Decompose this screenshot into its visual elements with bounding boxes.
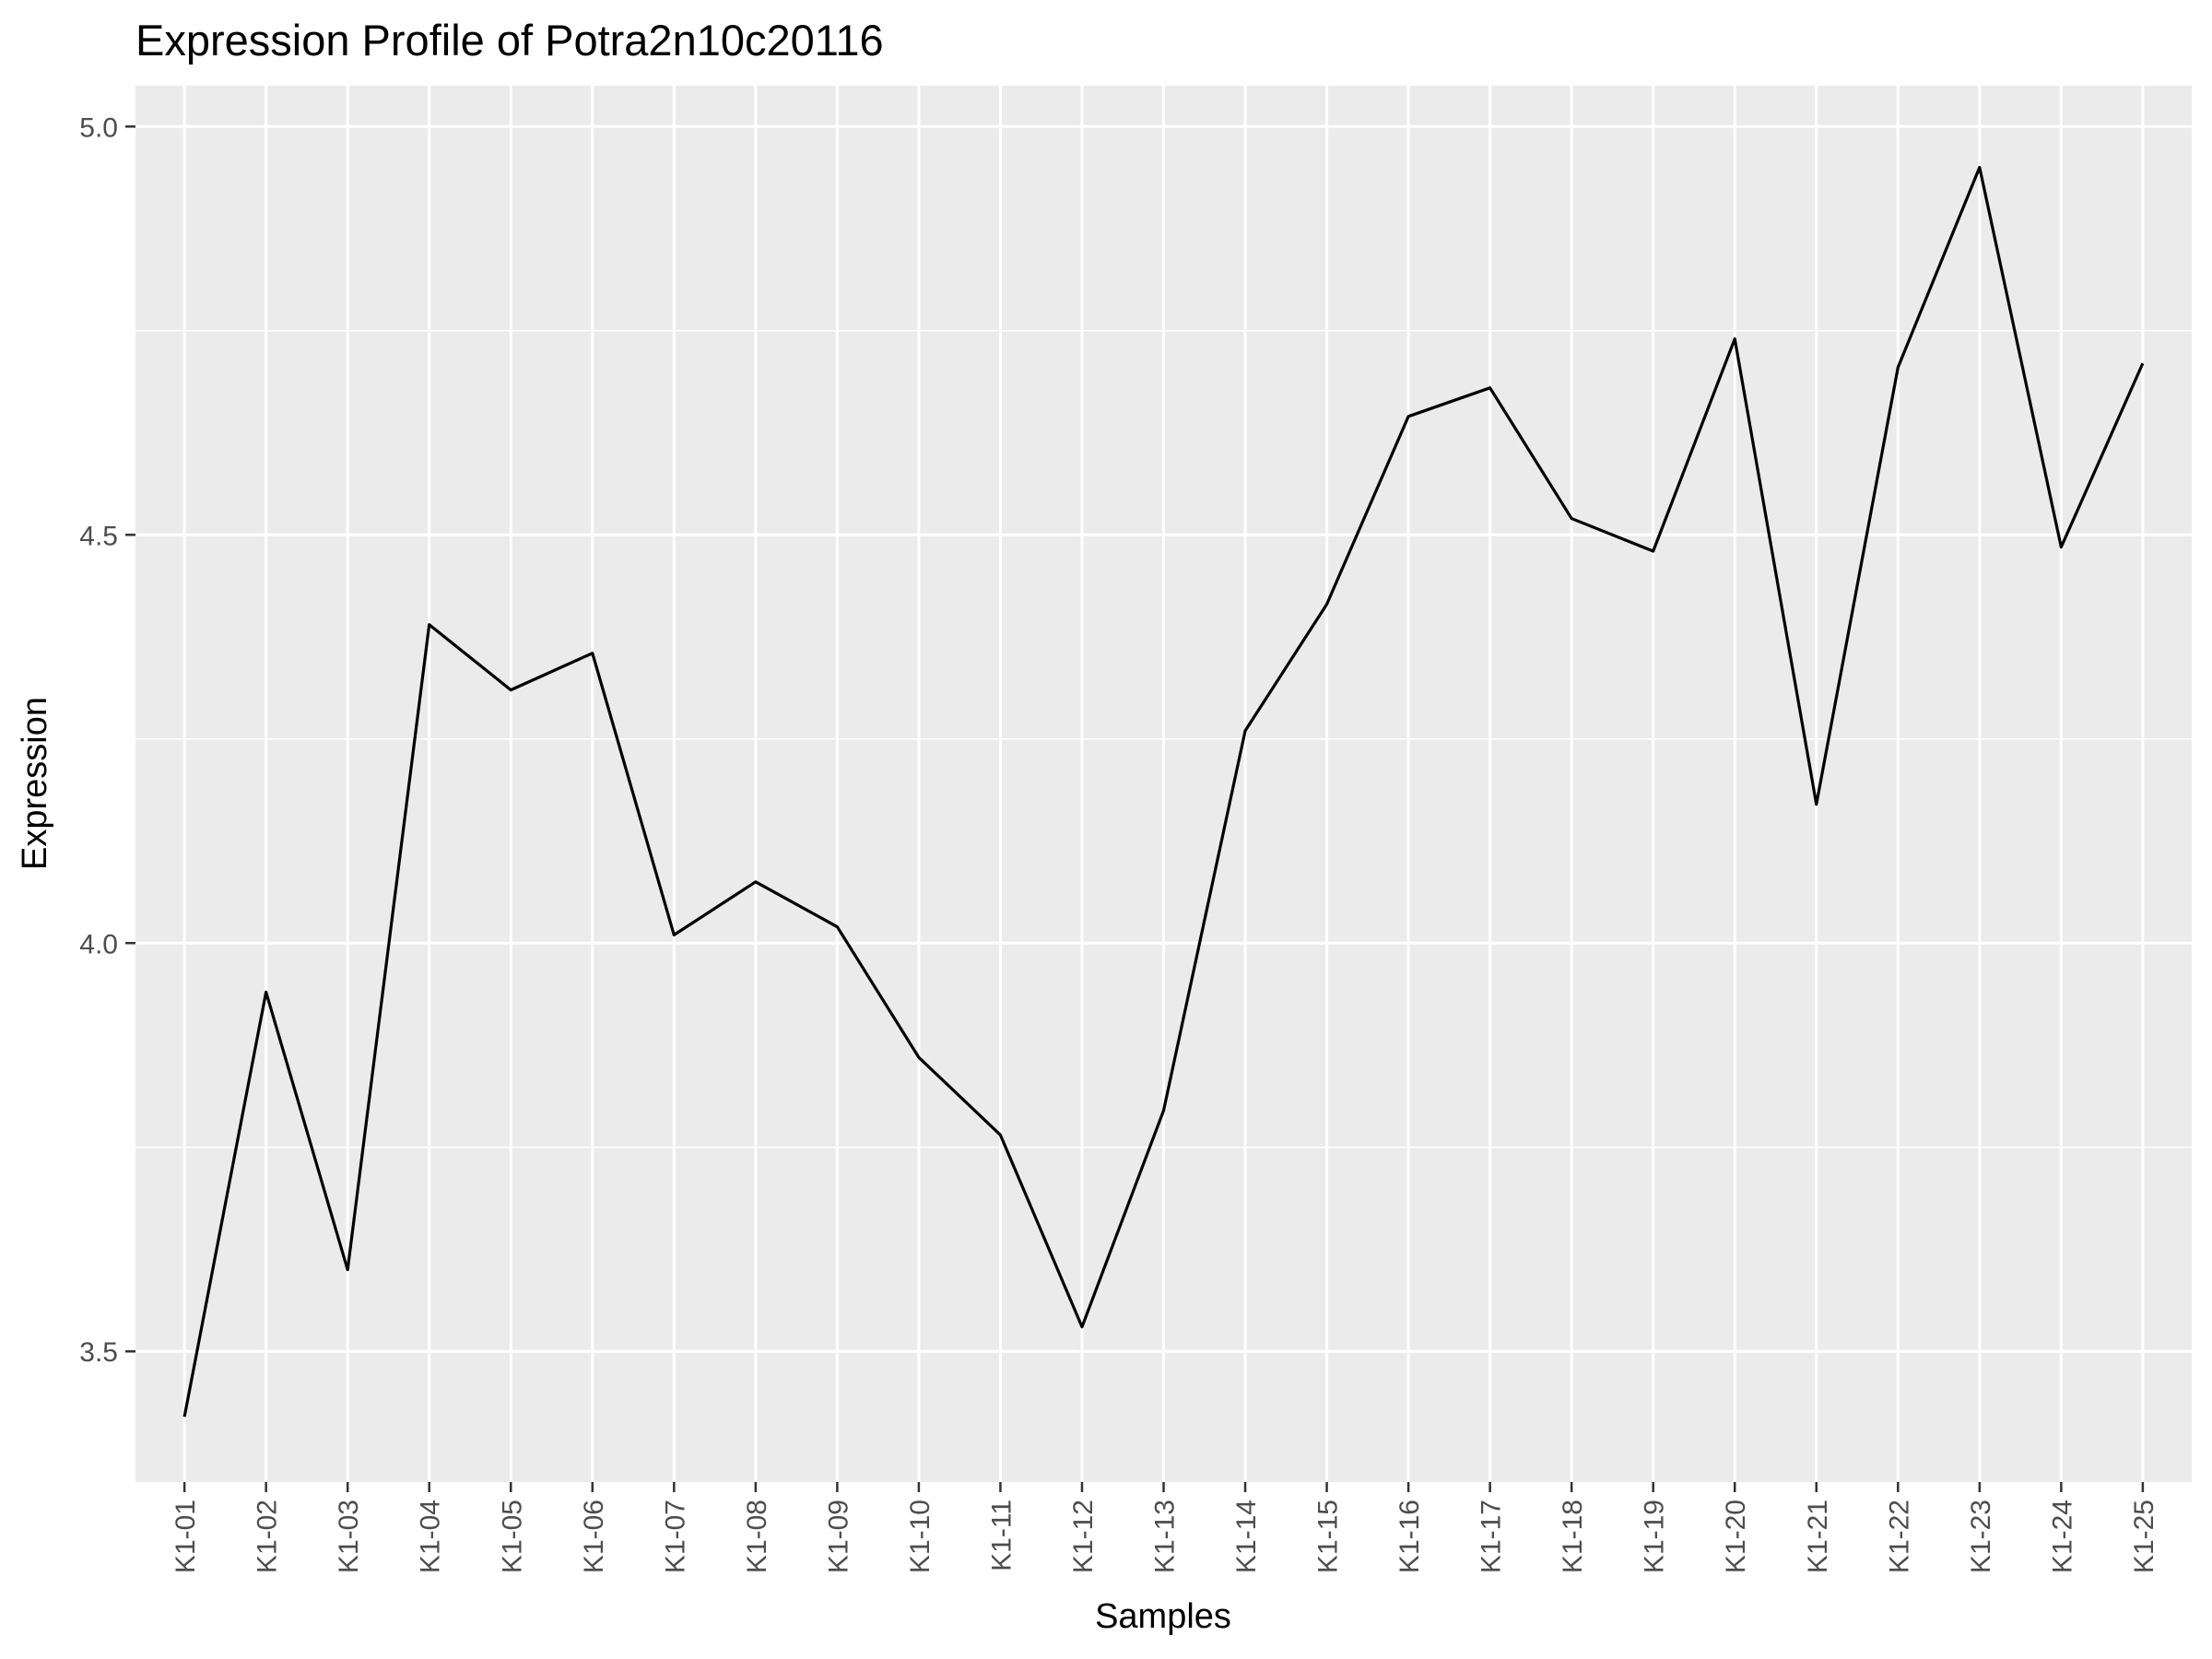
x-tick-label: K1-04 [416, 1500, 446, 1573]
x-tick-label: K1-18 [1558, 1500, 1588, 1573]
x-tick-label: K1-12 [1068, 1500, 1099, 1573]
x-tick-label: K1-08 [742, 1500, 772, 1573]
x-tick-label: K1-09 [823, 1500, 853, 1573]
x-tick-label: K1-03 [334, 1500, 364, 1573]
y-tick-label: 4.5 [79, 521, 118, 551]
x-tick-label: K1-10 [905, 1500, 935, 1573]
x-tick-label: K1-20 [1721, 1500, 1751, 1573]
x-axis-title: Samples [1095, 1597, 1231, 1636]
x-tick-label: K1-05 [497, 1500, 527, 1573]
x-tick-label: K1-11 [986, 1500, 1017, 1571]
series-line [182, 166, 2145, 1418]
x-tick-label: K1-24 [2047, 1500, 2077, 1573]
y-tick-label: 4.0 [79, 929, 118, 959]
y-tick-label: 3.5 [79, 1337, 118, 1368]
x-tick-label: K1-06 [579, 1500, 609, 1573]
x-tick-label: K1-07 [660, 1500, 690, 1573]
x-tick-label: K1-16 [1394, 1500, 1425, 1573]
x-tick-label: K1-17 [1477, 1500, 1507, 1573]
x-tick-label: K1-19 [1640, 1500, 1670, 1573]
x-tick-label: K1-25 [2129, 1500, 2159, 1573]
x-tick-label: K1-02 [253, 1500, 283, 1573]
x-tick-label: K1-13 [1150, 1500, 1181, 1573]
x-tick-label: K1-01 [171, 1500, 201, 1573]
y-tick-label: 5.0 [79, 112, 118, 143]
x-tick-label: K1-22 [1884, 1500, 1914, 1573]
chart-title: Expression Profile of Potra2n10c20116 [135, 16, 884, 65]
series-layer [182, 166, 2145, 1418]
x-tick-label: K1-15 [1313, 1500, 1344, 1573]
y-axis: 3.5 4.0 4.5 5.0 [79, 112, 135, 1368]
major-gridlines [135, 86, 2192, 1482]
y-axis-title: Expression [16, 697, 54, 870]
x-tick-label: K1-23 [1966, 1500, 1996, 1573]
x-tick-label: K1-21 [1803, 1500, 1833, 1573]
x-tick-label: K1-14 [1231, 1500, 1262, 1573]
x-axis: K1-01 K1-02 K1-03 K1-04 K1-05 K1-06 K1-07 K1-08… [171, 1482, 2159, 1573]
